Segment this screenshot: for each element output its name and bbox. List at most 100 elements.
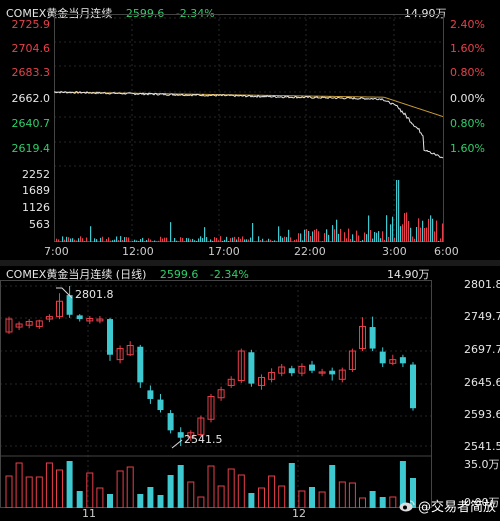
volume-bar	[384, 239, 386, 242]
volume-bar	[204, 227, 206, 242]
volume-bar	[234, 236, 236, 242]
volume-bar	[25, 476, 33, 508]
daily-tick-3: 2697.7	[464, 343, 500, 356]
daily-title: COMEX黄金当月连续 (日线)	[6, 268, 147, 281]
intraday-header: COMEX黄金当月连续 2599.6 -2.34%	[6, 5, 215, 21]
volume-bar	[187, 481, 195, 508]
low-label: 2541.5	[184, 433, 223, 446]
volume-bar	[166, 237, 168, 242]
volume-bar	[164, 237, 166, 242]
volume-bar	[268, 475, 276, 508]
volume-bar	[96, 487, 104, 508]
candle-body	[348, 350, 356, 370]
pct-tick-3: 0.80%	[450, 66, 485, 79]
candle-body	[258, 376, 265, 386]
candle-body	[5, 318, 13, 333]
volume-bar	[266, 240, 268, 242]
volume-bar	[76, 491, 83, 508]
volume-bar	[106, 238, 108, 242]
volume-bar	[228, 241, 230, 242]
volume-bar	[344, 232, 346, 242]
volume-bar	[66, 461, 73, 508]
volume-bar	[222, 240, 224, 242]
candle-body	[96, 318, 104, 322]
volume-bar	[206, 237, 208, 242]
volume-bar	[296, 239, 298, 242]
volume-bar	[440, 238, 442, 242]
volume-bar	[354, 240, 356, 242]
volume-bar	[242, 236, 244, 242]
volume-bar	[230, 238, 232, 242]
volume-bar	[78, 238, 80, 242]
volume-bar	[364, 232, 366, 242]
volume-bar	[288, 229, 290, 242]
volume-bar	[192, 238, 194, 242]
candle-body	[177, 432, 184, 438]
volume-bar	[389, 496, 397, 508]
volume-bar	[340, 228, 342, 242]
volume-bar	[68, 237, 70, 242]
volume-bar	[359, 497, 366, 508]
volume-bar	[56, 238, 58, 242]
volume-bar	[368, 215, 370, 242]
volume-bar	[396, 180, 398, 242]
candle-body	[66, 295, 73, 315]
candle-body	[167, 413, 174, 431]
weibo-icon	[399, 499, 415, 512]
volume-bar	[348, 228, 350, 242]
candle-body	[389, 359, 397, 364]
volume-bar	[346, 238, 348, 242]
volume-bar	[72, 238, 74, 242]
volume-bar	[96, 239, 98, 242]
volume-bar	[428, 218, 430, 242]
volume-bar	[410, 478, 416, 508]
price-tick-4: 2662.0	[11, 92, 51, 105]
volume-bar	[220, 236, 222, 242]
volume-bar	[290, 237, 292, 242]
volume-bar	[62, 236, 64, 242]
volume-bar	[56, 469, 63, 508]
volume-bar	[190, 239, 192, 242]
volume-bar	[376, 232, 378, 242]
volume-bar	[146, 240, 148, 242]
volume-bar	[312, 231, 314, 242]
candle-body	[76, 315, 83, 320]
volume-bar	[126, 466, 134, 508]
volume-bar	[260, 240, 262, 242]
daily-vol-tick-1: 35.0万	[464, 458, 500, 471]
volume-bar	[160, 236, 162, 242]
candle-body	[237, 350, 245, 382]
panel-separator	[0, 260, 500, 266]
candle-body	[45, 316, 53, 320]
candle-body	[399, 357, 406, 364]
volume-bar	[402, 224, 404, 242]
chart-border	[54, 14, 444, 242]
price-line	[54, 90, 444, 159]
volume-bar	[110, 240, 112, 242]
volume-bar	[286, 237, 288, 242]
volume-bar	[280, 236, 282, 242]
volume-bar	[392, 216, 394, 242]
volume-bar	[442, 223, 444, 242]
volume-bar	[380, 238, 382, 242]
volume-bar	[408, 220, 410, 242]
high-label: 2801.8	[75, 288, 114, 301]
volume-bar	[348, 482, 356, 508]
volume-bar	[370, 230, 372, 242]
volume-bar	[152, 241, 154, 242]
pct-tick-5: 0.80%	[450, 117, 485, 130]
volume-bar	[142, 237, 144, 242]
volume-bar	[274, 240, 276, 242]
volume-bar	[238, 236, 240, 242]
price-tick-5: 2640.7	[11, 117, 51, 130]
volume-bar	[278, 485, 286, 508]
time-tick-2: 12:00	[122, 245, 154, 258]
volume-bar	[298, 490, 306, 508]
price-tick-2: 2704.6	[11, 42, 51, 55]
volume-bar	[232, 237, 234, 242]
volume-bar	[272, 241, 274, 242]
daily-tick-4: 2645.6	[464, 376, 500, 389]
volume-bar	[180, 237, 182, 242]
volume-bar	[35, 476, 43, 508]
candle-body	[227, 378, 235, 386]
